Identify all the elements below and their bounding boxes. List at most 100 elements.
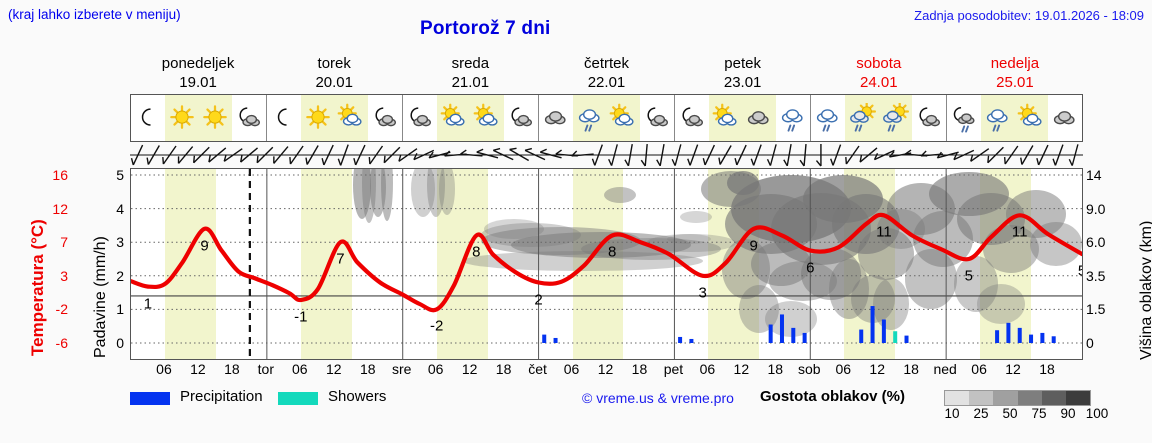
time-tick-label: 12	[325, 361, 342, 377]
cloud-density-ramp-step-4	[1041, 391, 1066, 405]
icon-group-day-4	[539, 95, 675, 141]
wind-barb	[289, 145, 304, 165]
temperature-axis-title: Temperatura (°C)	[6, 168, 47, 360]
day-name: sobota	[856, 55, 902, 72]
time-axis: 06 12 18 tor 06 12 18 sre 06 12 18 čet 06 12 18 pet 06 12…	[130, 361, 1083, 381]
wind-barb	[383, 146, 401, 164]
icon-group-day-6	[811, 95, 947, 141]
day-header-sreda: sreda 21.01	[402, 52, 538, 92]
sun-cloud-rain-icon	[878, 95, 913, 141]
icon-group-day-1	[131, 95, 267, 141]
day-header-torek: torek 20.01	[266, 52, 402, 92]
temp-point-label: 2	[534, 291, 543, 309]
day-date: 22.01	[587, 74, 626, 91]
day-header-sobota: sobota 24.01	[811, 52, 947, 92]
time-tick-label: 18	[903, 361, 919, 377]
copyright-link[interactable]: © vreme.us & vreme.pro	[582, 390, 734, 406]
sun-cloud-icon	[708, 95, 743, 141]
cloud-height-axis-title-text: Višina oblakov (km)	[1138, 220, 1152, 360]
time-tick-label: 18	[495, 361, 512, 377]
wind-barb	[718, 145, 732, 165]
sun-cloud-icon	[334, 95, 369, 141]
sun-cloud-icon	[436, 95, 471, 141]
day-date: 20.01	[315, 74, 353, 91]
day-name: nedelja	[990, 55, 1040, 72]
time-tick-label: 18	[767, 361, 784, 377]
wind-barb-row	[130, 142, 1083, 168]
time-tick-label: 06	[563, 361, 580, 377]
wind-barb	[460, 149, 483, 157]
wind-barb	[509, 147, 530, 162]
wind-barb	[398, 148, 418, 162]
cloud-rain-icon	[572, 95, 607, 141]
time-tick-label: tor	[257, 361, 275, 377]
cloud-density-ramp-label: 25	[973, 406, 989, 421]
precipitation-tick: 4	[116, 200, 124, 217]
cloud-density-ramp-step-3	[1017, 391, 1042, 405]
day-date: 21.01	[451, 74, 490, 91]
wind-barb	[273, 146, 289, 164]
wind-barb	[368, 145, 384, 165]
wind-barb	[970, 148, 990, 162]
precip-bar	[779, 314, 784, 343]
cloud-density-color-ramp	[944, 390, 1091, 406]
wind-barb	[192, 146, 210, 164]
temp-point-label: 1	[143, 295, 153, 313]
cloud-height-tick: 1.5	[1086, 301, 1106, 318]
wind-barb	[873, 149, 895, 161]
cloud-height-axis-title: Višina oblakov (km)	[1118, 164, 1152, 364]
cloud-density-ramp-label: 75	[1031, 406, 1047, 421]
cloud-moon-rain-icon	[947, 95, 981, 141]
temperature-tick: 16	[52, 167, 68, 183]
cloud-density-ramp-label: 10	[944, 406, 960, 421]
temp-point-label: 8	[472, 243, 481, 261]
cloud-height-tick: 0	[1086, 335, 1094, 351]
cloud-rain-icon	[980, 95, 1015, 141]
day-name: četrtek	[583, 55, 629, 72]
sun-cloud-icon	[606, 95, 641, 141]
gridlines	[131, 169, 1082, 359]
precipitation-tick: 2	[116, 267, 124, 284]
cloud-density-ramp-label: 100	[1085, 406, 1109, 421]
cloud-density-legend-title: Gostota oblakov (%)	[760, 388, 906, 405]
time-tick-label: 12	[597, 361, 614, 377]
time-tick-label: 18	[359, 361, 376, 377]
cloud-density-ramp-label: 50	[1002, 406, 1018, 421]
wind-barb	[492, 147, 514, 161]
time-tick-label: 12	[190, 361, 206, 377]
day-date: 19.01	[179, 74, 217, 91]
wind-barb	[766, 144, 777, 166]
wind-barb	[799, 143, 807, 167]
temp-point-label: 9	[749, 237, 758, 255]
wind-barb	[953, 149, 975, 161]
cloud-rain-icon	[811, 95, 845, 141]
wind-barb	[671, 144, 682, 166]
wind-barb	[750, 144, 762, 166]
cloud-moon-icon	[403, 95, 437, 141]
sun-cloud-icon	[470, 95, 505, 141]
time-tick-label: ned	[933, 361, 957, 377]
cloud-moon-icon	[504, 95, 538, 141]
precipitation-legend-swatch	[130, 392, 170, 405]
wind-barb	[162, 145, 177, 165]
wind-barb	[734, 144, 747, 166]
wind-barb	[624, 144, 633, 167]
last-update-text: Zadnja posodobitev: 19.01.2026 - 18:09	[914, 8, 1144, 23]
precipitation-axis-ticks: 5 4 3 2 1 0	[98, 167, 124, 360]
day-name: torek	[317, 55, 351, 72]
wind-barb	[608, 144, 618, 166]
wind-barb	[591, 144, 603, 166]
temperature-axis-ticks: 16 12 7 3 -2 -6	[36, 167, 68, 360]
precip-bar	[995, 330, 1000, 343]
time-tick-label: 06	[292, 361, 308, 377]
precip-bar	[542, 334, 547, 343]
precipitation-tick: 1	[116, 301, 124, 318]
forecast-plot: 1 9 -1 7 -2 8 2 8 3 9 6 11 5 11 5	[130, 168, 1083, 360]
weather-icon-row	[130, 94, 1083, 142]
time-tick-label: 06	[835, 361, 852, 377]
cloud-height-axis-ticks: 14 9.0 6.0 3.5 1.5 0	[1086, 167, 1120, 360]
cloud-height-tick: 14	[1086, 167, 1102, 183]
temperature-tick: 7	[60, 234, 68, 251]
wind-barb	[240, 147, 259, 163]
wind-barb	[702, 144, 716, 166]
